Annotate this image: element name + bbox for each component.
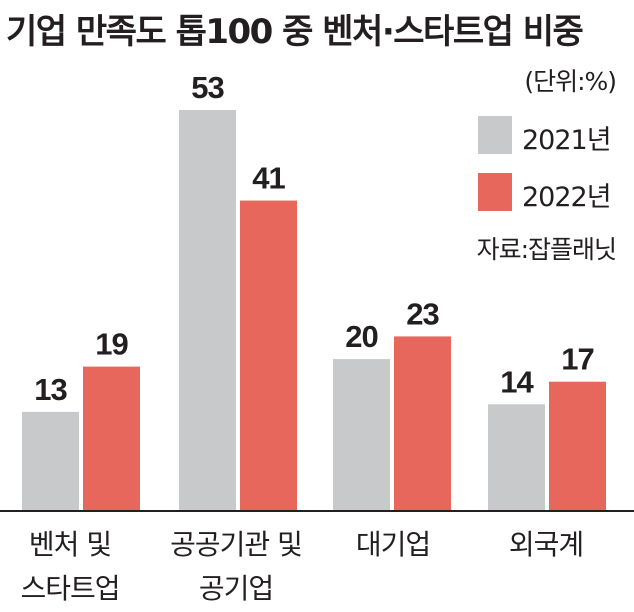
bar-foreign-2021 [488,404,545,510]
legend-item-2021: 2021년 [478,116,634,156]
category-label-foreign: 외국계 [508,528,584,561]
bar-venture-2021 [22,411,79,510]
chart-title: 기업 만족도 톱100 중 벤처·스타트업 비중 [6,12,584,52]
category-label-public: 공공기관 및 공기업 [170,528,303,605]
category-label-large-corp: 대기업 [355,528,431,561]
legend-item-2022: 2022년 [478,173,634,213]
legend-label-2021: 2021년 [522,125,612,156]
bar-venture-2022 [83,366,140,510]
value-label-foreign-2022: 17 [561,342,593,377]
value-label-large-corp-2021: 20 [345,319,377,354]
value-label-foreign-2021: 14 [500,364,534,399]
bars-group [22,110,606,510]
value-label-public-2021: 53 [191,70,224,105]
value-label-venture-2021: 13 [34,372,67,407]
value-label-public-2022: 41 [252,161,285,196]
legend-swatch-2021 [478,116,512,154]
legend-label-2022: 2022년 [522,182,612,213]
category-label-venture: 벤처 및 스타트업 [20,528,120,605]
bar-large-corp-2021 [333,359,390,510]
bar-foreign-2022 [549,381,606,510]
unit-note: (단위:%) [524,67,617,96]
value-label-large-corp-2022: 23 [406,296,439,331]
source-note: 자료:잡플래닛 [476,235,617,264]
value-label-venture-2022: 19 [95,327,128,362]
value-labels-group: 13 19 53 41 20 23 14 17 [34,70,594,407]
bar-large-corp-2022 [394,336,451,510]
legend-swatch-2022 [478,173,512,211]
bar-public-2021 [179,110,236,510]
bar-public-2022 [240,200,297,510]
